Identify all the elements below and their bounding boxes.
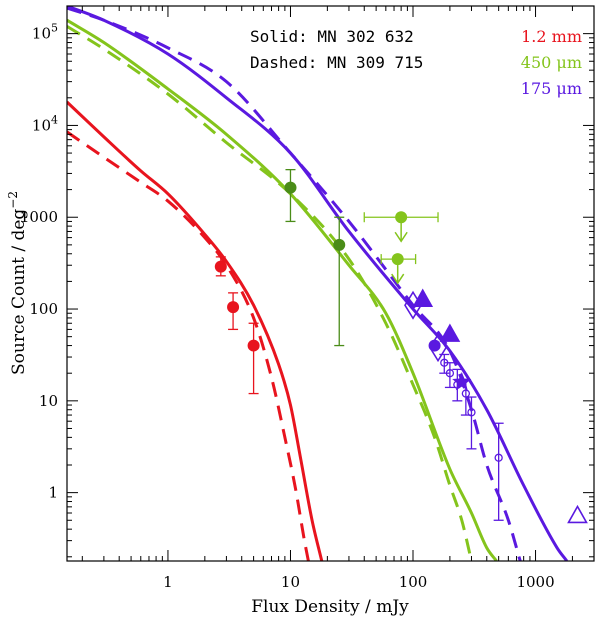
y-tick-label: 1000 [20,208,58,226]
triangle-marker-8 [412,288,434,307]
model-curve-solid-0 [67,100,324,561]
circle-marker-2 [247,339,260,352]
data-point-6 [380,253,417,285]
x-tick-label: 10 [281,573,300,591]
x-tick-label: 1000 [516,573,554,591]
circle-marker-6 [391,253,404,266]
open-circle-marker-16 [461,389,471,398]
data-point-8 [412,288,434,307]
x-tick-label: 100 [399,573,428,591]
circle-marker-9 [428,339,441,352]
data-point-11 [429,333,447,363]
model-curve-dashed-0 [67,130,310,561]
data-points [214,168,588,524]
data-point-9 [428,339,441,352]
data-point-2 [247,322,260,395]
data-point-5 [363,211,439,243]
upper-limit-arrow-5 [394,231,408,243]
data-point-17 [466,396,477,450]
y-tick-label: 1 [48,484,58,502]
diamond-marker-11 [429,333,447,363]
y-tick-label-base: 10 [32,116,51,134]
circle-marker-0 [214,260,227,273]
y-tick-label-exponent: 5 [51,22,58,35]
y-axis-label-text: Source Count / deg [9,209,29,375]
y-tick-label: 105 [32,22,58,43]
y-tick-label-base: 10 [39,392,58,410]
y-tick-label: 100 [29,300,58,318]
y-tick-label-base: 1000 [20,208,58,226]
open-circle-marker-18 [494,453,503,462]
data-point-12 [439,353,450,374]
model-curve-dashed-2 [67,6,522,561]
y-tick-label-base: 1 [48,484,58,502]
legend-entry-450um: 450 μm [521,53,582,72]
data-point-18 [493,422,504,521]
upper-limit-arrow-6 [391,273,405,285]
data-point-19 [567,504,588,524]
model-curve-solid-2 [67,6,569,561]
circle-marker-3 [284,181,297,194]
y-tick-label: 104 [32,113,58,134]
y-tick-label-exponent: 4 [51,113,58,126]
x-tick-label: 1 [163,573,173,591]
y-axis-label: Source Count / deg−2 [6,191,29,375]
data-point-3 [284,168,297,223]
line-style-solid-note: Solid: MN 302 632 [250,27,414,46]
model-curves [67,6,569,561]
circle-marker-4 [333,238,346,251]
plot-frame [66,5,595,562]
model-curve-dashed-1 [67,25,473,561]
legend: 1.2 mm 450 μm 175 μm [521,27,582,98]
data-point-13 [444,362,455,389]
line-style-dashed-note: Dashed: MN 309 715 [250,53,423,72]
y-tick-label-base: 100 [29,300,58,318]
y-tick-label-base: 10 [32,25,51,43]
triangle-marker-10 [439,323,461,342]
triangle-marker-19 [567,504,588,524]
open-circle-marker-17 [467,408,476,417]
model-curve-solid-1 [67,18,498,561]
circle-marker-5 [395,211,408,224]
circle-marker-1 [227,301,240,314]
axis-ticks [67,5,595,561]
legend-entry-175um: 175 μm [521,79,582,98]
data-point-10 [439,323,461,342]
data-point-0 [214,256,227,277]
y-tick-label: 10 [39,392,58,410]
legend-entry-1-2mm: 1.2 mm [521,27,582,46]
data-point-1 [227,292,240,331]
y-axis-label-exponent: −2 [6,191,20,209]
x-axis-label: Flux Density / mJy [251,597,409,617]
data-point-4 [333,216,346,347]
open-circle-marker-13 [445,369,455,378]
